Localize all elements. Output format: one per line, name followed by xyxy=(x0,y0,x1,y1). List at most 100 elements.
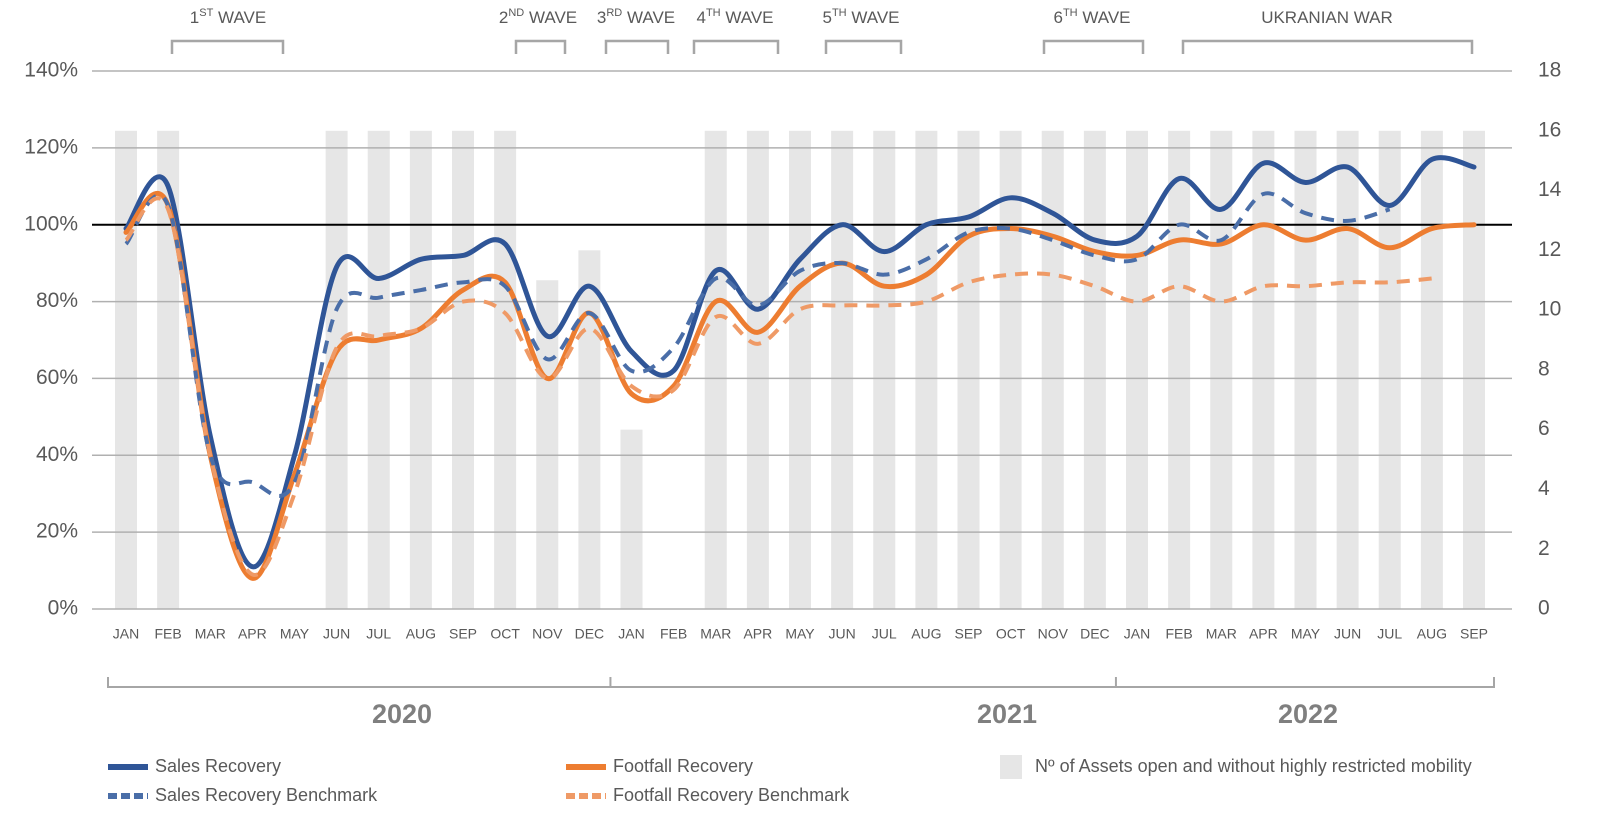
x-tick-label: NOV xyxy=(1038,626,1069,642)
x-tick-label: MAY xyxy=(785,626,815,642)
annotation-bracket xyxy=(692,39,780,54)
x-tick-label: AUG xyxy=(1417,626,1447,642)
legend-label: Nº of Assets open and without highly res… xyxy=(1035,756,1472,776)
legend-label: Sales Recovery xyxy=(155,756,281,776)
y2-tick-label: 8 xyxy=(1538,357,1550,380)
x-tick-label: MAR xyxy=(195,626,226,642)
legend-label: Footfall Recovery Benchmark xyxy=(613,785,850,805)
x-tick-label: DEC xyxy=(1080,626,1110,642)
y2-tick-label: 10 xyxy=(1538,298,1561,321)
bar xyxy=(115,130,137,609)
bar xyxy=(1168,130,1191,609)
series-line xyxy=(123,191,1477,581)
x-tick-label: APR xyxy=(238,626,267,642)
x-tick-label: SEP xyxy=(449,626,477,642)
x-tick-label: AUG xyxy=(406,626,436,642)
bar xyxy=(620,429,643,609)
x-tick-label: APR xyxy=(743,626,772,642)
year-label: 2020 xyxy=(372,699,432,729)
bar xyxy=(157,130,180,609)
x-tick-label: JAN xyxy=(113,626,139,642)
bar xyxy=(367,130,390,609)
annotation-bracket xyxy=(604,39,670,54)
bar xyxy=(1126,130,1148,609)
bar xyxy=(1210,130,1233,609)
y-tick-label: 40% xyxy=(36,443,78,466)
y-tick-label: 120% xyxy=(24,135,78,158)
annotation-text: WAVE xyxy=(725,8,773,27)
bar xyxy=(957,130,980,609)
x-tick-label: JAN xyxy=(618,626,644,642)
y2-tick-label: 14 xyxy=(1538,178,1562,201)
annotation-number: 1 xyxy=(190,8,199,27)
y-tick-label: 0% xyxy=(48,597,78,620)
annotation-number: 4 xyxy=(696,8,705,27)
year-label: 2021 xyxy=(977,699,1037,729)
annotation-text: WAVE xyxy=(1082,8,1130,27)
bar xyxy=(746,130,769,609)
x-tick-label: MAY xyxy=(1291,626,1321,642)
bar xyxy=(1041,130,1064,609)
x-tick-label: OCT xyxy=(996,626,1026,642)
annotation-suffix: TH xyxy=(832,7,847,19)
x-tick-label: OCT xyxy=(490,626,520,642)
annotation-number: 3 xyxy=(597,8,606,27)
x-tick-label: AUG xyxy=(911,626,941,642)
bar xyxy=(789,130,811,609)
annotation-text: UKRANIAN WAR xyxy=(1261,8,1393,27)
series-line xyxy=(123,155,1477,570)
x-tick-label: MAR xyxy=(700,626,731,642)
annotation-label: UKRANIAN WAR xyxy=(1261,8,1393,27)
x-tick-label: FEB xyxy=(155,626,182,642)
legend-label: Footfall Recovery xyxy=(613,756,753,776)
benchmark-line xyxy=(124,191,1391,498)
y-tick-label: 20% xyxy=(36,520,78,543)
bar xyxy=(1294,130,1317,609)
annotation-label: 1ST WAVE xyxy=(190,7,266,28)
bar xyxy=(1463,130,1485,609)
x-tick-label: SEP xyxy=(1460,626,1488,642)
x-tick-label: NOV xyxy=(532,626,563,642)
annotation-suffix: RD xyxy=(606,7,622,19)
y2-tick-label: 16 xyxy=(1538,118,1561,141)
annotation-label: 6TH WAVE xyxy=(1053,7,1130,28)
x-tick-label: MAR xyxy=(1206,626,1237,642)
bar xyxy=(325,130,348,609)
benchmark-line xyxy=(124,196,1433,577)
y-tick-label: 140% xyxy=(24,59,78,82)
bar xyxy=(1420,130,1443,609)
legend-swatch xyxy=(1000,755,1022,779)
annotation-label: 2ND WAVE xyxy=(499,7,577,28)
annotation-text: WAVE xyxy=(529,8,577,27)
x-tick-label: MAY xyxy=(280,626,310,642)
year-label: 2022 xyxy=(1278,699,1338,729)
annotation-bracket xyxy=(824,39,903,54)
annotation-text: WAVE xyxy=(218,8,266,27)
y2-tick-label: 4 xyxy=(1538,477,1550,500)
x-tick-label: JUN xyxy=(1334,626,1361,642)
annotation-suffix: ST xyxy=(199,7,213,19)
y2-tick-label: 2 xyxy=(1538,537,1550,560)
y2-tick-label: 12 xyxy=(1538,238,1561,261)
annotation-number: 6 xyxy=(1053,8,1062,27)
annotation-number: 5 xyxy=(822,8,831,27)
annotation-text: WAVE xyxy=(627,8,675,27)
annotation-suffix: TH xyxy=(1063,7,1078,19)
bar xyxy=(1336,130,1359,609)
bar xyxy=(915,130,938,609)
bar xyxy=(873,130,896,609)
annotation-bracket xyxy=(170,39,285,54)
y2-tick-label: 6 xyxy=(1538,417,1550,440)
x-tick-label: JUL xyxy=(366,626,391,642)
y-tick-label: 80% xyxy=(36,289,78,312)
bar xyxy=(1083,130,1106,609)
bar xyxy=(578,250,601,610)
annotation-bracket xyxy=(1042,39,1145,54)
y-tick-label: 100% xyxy=(24,212,78,235)
x-tick-label: APR xyxy=(1249,626,1278,642)
y2-tick-label: 0 xyxy=(1538,597,1550,620)
bar xyxy=(1378,130,1401,609)
x-tick-label: SEP xyxy=(954,626,982,642)
bar xyxy=(831,130,854,609)
